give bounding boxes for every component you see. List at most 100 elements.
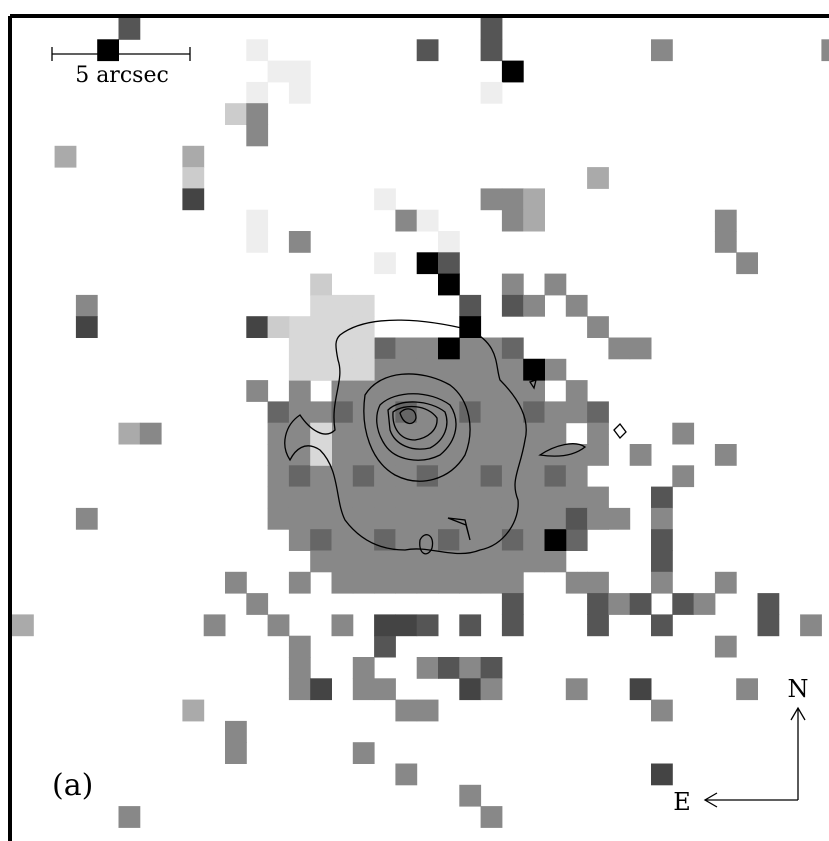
pixel xyxy=(715,572,737,594)
pixel xyxy=(268,465,290,487)
panel-label: (a) xyxy=(52,768,93,803)
pixel xyxy=(587,614,609,636)
pixel xyxy=(395,359,417,381)
pixel xyxy=(481,529,503,551)
pixel xyxy=(332,529,354,551)
pixel xyxy=(417,380,439,402)
pixel xyxy=(608,338,630,360)
pixel xyxy=(395,529,417,551)
pixel xyxy=(374,487,396,509)
pixel xyxy=(374,551,396,573)
pixel xyxy=(651,508,673,530)
pixel xyxy=(502,508,524,530)
pixel xyxy=(417,401,439,423)
pixel xyxy=(438,487,460,509)
pixel xyxy=(523,380,545,402)
pixel xyxy=(502,551,524,573)
pixel xyxy=(481,508,503,530)
pixel xyxy=(438,274,460,296)
pixel xyxy=(715,636,737,658)
pixel xyxy=(417,572,439,594)
pixel xyxy=(374,444,396,466)
pixel xyxy=(651,529,673,551)
page: 5 arcsec (a) N E (() => { const data = J… xyxy=(0,0,829,841)
pixel xyxy=(481,551,503,573)
pixel xyxy=(289,380,311,402)
pixel xyxy=(481,401,503,423)
pixel xyxy=(523,487,545,509)
pixel xyxy=(438,338,460,360)
pixel xyxy=(481,18,503,40)
pixel xyxy=(566,572,588,594)
pixel xyxy=(459,487,481,509)
pixel xyxy=(310,551,332,573)
pixel xyxy=(417,210,439,232)
pixel xyxy=(374,614,396,636)
pixel xyxy=(332,614,354,636)
pixel xyxy=(459,444,481,466)
compass xyxy=(705,708,805,807)
pixel xyxy=(566,295,588,317)
pixel xyxy=(374,572,396,594)
pixel xyxy=(481,487,503,509)
pixel xyxy=(651,614,673,636)
pixel xyxy=(310,508,332,530)
pixel xyxy=(587,487,609,509)
compass-east: E xyxy=(673,788,691,816)
pixel xyxy=(481,380,503,402)
pixel xyxy=(694,593,716,615)
pixel xyxy=(523,210,545,232)
pixel xyxy=(438,572,460,594)
pixel xyxy=(417,39,439,61)
pixel xyxy=(225,572,247,594)
pixel xyxy=(502,444,524,466)
compass-north: N xyxy=(788,675,809,703)
pixel xyxy=(119,806,141,828)
pixel xyxy=(395,614,417,636)
pixel xyxy=(630,444,652,466)
pixel xyxy=(246,380,268,402)
pixel xyxy=(289,508,311,530)
pixel xyxy=(651,764,673,786)
pixel xyxy=(353,742,375,764)
pixel xyxy=(289,465,311,487)
pixel xyxy=(353,657,375,679)
pixel xyxy=(374,678,396,700)
pixel xyxy=(502,380,524,402)
pixel xyxy=(545,551,567,573)
pixel xyxy=(417,465,439,487)
pixel xyxy=(353,678,375,700)
pixel xyxy=(523,508,545,530)
pixel xyxy=(395,338,417,360)
pixel xyxy=(332,316,354,338)
pixel xyxy=(119,423,141,445)
pixel xyxy=(587,401,609,423)
pixel xyxy=(566,487,588,509)
pixel xyxy=(246,103,268,125)
pixel xyxy=(417,338,439,360)
pixel xyxy=(481,188,503,210)
pixel xyxy=(651,487,673,509)
pixel xyxy=(502,295,524,317)
pixel xyxy=(502,614,524,636)
pixel xyxy=(438,252,460,274)
pixel xyxy=(417,444,439,466)
pixel xyxy=(225,742,247,764)
pixel xyxy=(459,529,481,551)
pixel xyxy=(310,359,332,381)
pixel xyxy=(395,700,417,722)
pixel xyxy=(268,316,290,338)
pixel xyxy=(459,465,481,487)
pixel xyxy=(374,252,396,274)
pixel xyxy=(758,614,780,636)
pixel xyxy=(438,529,460,551)
pixel xyxy=(672,465,694,487)
pixel xyxy=(204,614,226,636)
pixel xyxy=(481,82,503,104)
pixel xyxy=(310,274,332,296)
pixel xyxy=(502,572,524,594)
pixel xyxy=(268,487,290,509)
pixel xyxy=(481,657,503,679)
pixel xyxy=(374,188,396,210)
pixel xyxy=(374,338,396,360)
